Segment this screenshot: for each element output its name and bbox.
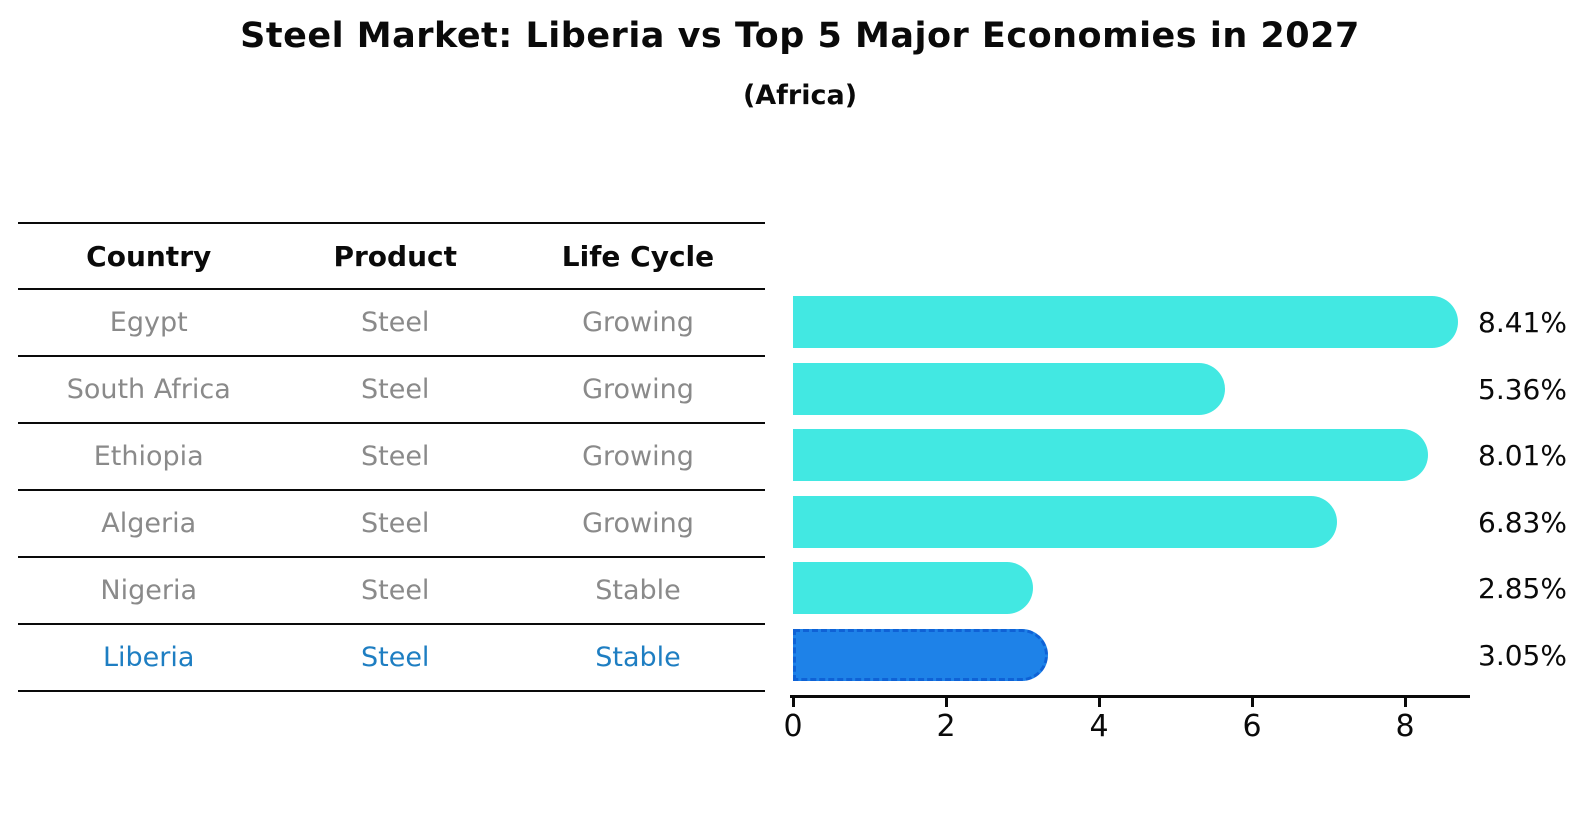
table-row-ethiopia: Ethiopia Steel Growing: [18, 424, 765, 491]
life-cycle-cell: Growing: [582, 374, 694, 405]
table-header-row: Country Product Life Cycle: [18, 224, 765, 290]
x-tick-label: 4: [1089, 709, 1109, 744]
x-tick-label: 6: [1242, 709, 1262, 744]
country-table: Country Product Life Cycle Egypt Steel Growi…: [18, 222, 765, 692]
country-cell: Nigeria: [100, 575, 198, 606]
table-header-cell-country: Country: [86, 239, 212, 273]
table-body: Egypt Steel Growing South Africa Steel Growin…: [18, 290, 765, 692]
country-cell: South Africa: [66, 374, 231, 405]
product-cell: Steel: [360, 374, 430, 405]
table-row-algeria: Algeria Steel Growing: [18, 491, 765, 558]
bar-nigeria: [793, 562, 1034, 615]
bar-value-label: 8.41%: [1478, 306, 1567, 339]
bar-value-label: 8.01%: [1478, 439, 1567, 473]
country-cell: Algeria: [101, 508, 197, 539]
product-cell: Steel: [360, 575, 430, 606]
bar-liberia: [793, 629, 1049, 681]
bar-south-africa: [793, 362, 1226, 415]
x-tick-mark: [792, 697, 795, 707]
x-axis-line: [790, 695, 1470, 698]
bar-value-label: 3.05%: [1478, 639, 1567, 672]
product-cell: Steel: [360, 642, 430, 673]
bar-value-label: 5.36%: [1478, 372, 1567, 406]
bar-egypt: [793, 296, 1459, 348]
table-row-egypt: Egypt Steel Growing: [18, 290, 765, 357]
x-tick-mark: [1251, 697, 1254, 707]
bar-ethiopia: [793, 429, 1428, 482]
life-cycle-cell: Stable: [595, 575, 681, 606]
bar-algeria: [793, 495, 1338, 548]
x-tick-label: 2: [936, 709, 956, 744]
table-row-nigeria: Nigeria Steel Stable: [18, 558, 765, 625]
life-cycle-cell: Growing: [582, 441, 694, 472]
table-row-liberia: Liberia Steel Stable: [18, 625, 765, 692]
table-header-cell-life-cycle: Life Cycle: [561, 239, 715, 273]
life-cycle-cell: Growing: [582, 307, 694, 338]
chart-subtitle: (Africa): [742, 80, 858, 111]
x-tick-label: 8: [1395, 709, 1415, 744]
product-cell: Steel: [360, 441, 430, 472]
x-tick-mark: [1404, 697, 1407, 707]
life-cycle-cell: Growing: [582, 508, 694, 539]
life-cycle-cell: Stable: [595, 642, 681, 673]
x-tick-label: 0: [783, 709, 803, 744]
chart-title: Steel Market: Liberia vs Top 5 Major Eco…: [240, 16, 1360, 56]
country-cell: Ethiopia: [93, 441, 204, 472]
product-cell: Steel: [360, 508, 430, 539]
product-cell: Steel: [360, 307, 430, 338]
table-header-cell-product: Product: [333, 239, 457, 273]
country-cell: Egypt: [109, 307, 188, 338]
bar-value-label: 2.85%: [1478, 572, 1567, 606]
bar-value-label: 6.83%: [1478, 505, 1567, 539]
table-row-south-africa: South Africa Steel Growing: [18, 357, 765, 424]
x-tick-mark: [945, 697, 948, 707]
country-cell: Liberia: [102, 642, 195, 673]
x-tick-mark: [1098, 697, 1101, 707]
